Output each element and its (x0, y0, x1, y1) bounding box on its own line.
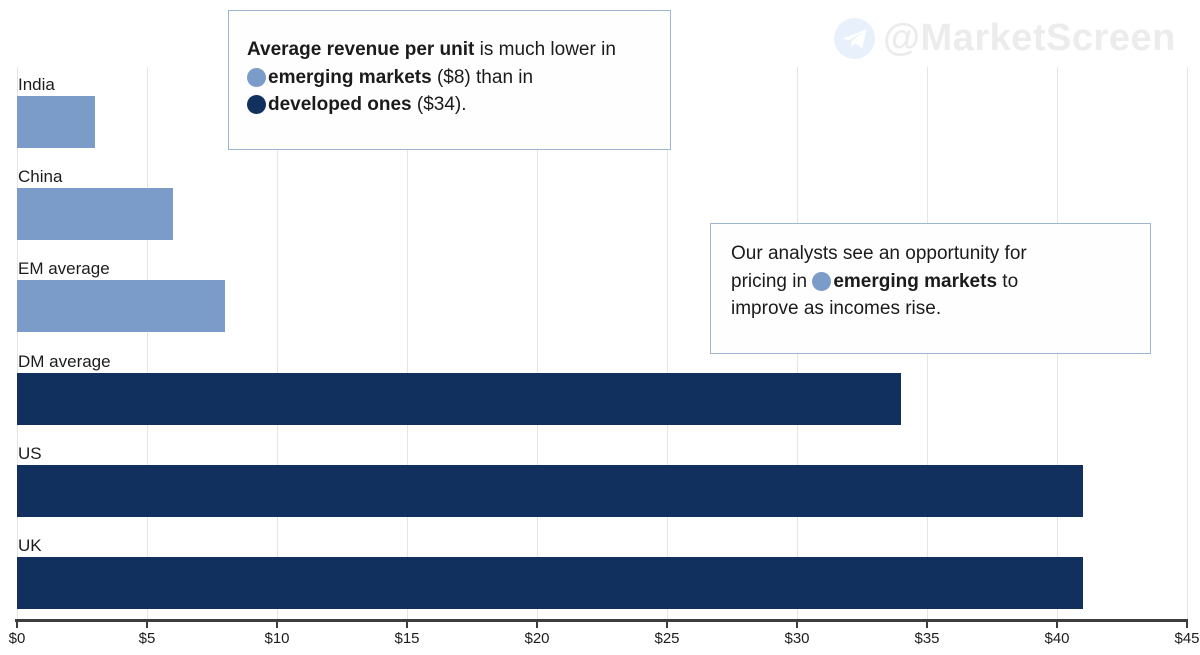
callout-analysts-line-3: improve as incomes rise. (731, 295, 1130, 323)
tick-label--20: $20 (524, 630, 550, 647)
emerging-legend-dot-icon (812, 271, 832, 291)
bar-em-average (17, 280, 225, 332)
gridline--45 (1187, 67, 1188, 619)
tick-label--30: $30 (784, 630, 810, 647)
bar-china (17, 188, 173, 240)
tick-label--0: $0 (8, 630, 26, 647)
gridline--10 (277, 67, 278, 619)
callout-text: Average revenue per unit (247, 39, 475, 60)
tick-label--35: $35 (914, 630, 940, 647)
callout-text: is much lower in (474, 39, 616, 60)
callout-text: Our analysts see an opportunity for (731, 243, 1027, 264)
callout-analysts-line-2: pricing in emerging markets to (731, 268, 1130, 296)
bar-dm-average (17, 373, 901, 425)
callout-text: improve as incomes rise. (731, 298, 942, 319)
tick-label--10: $10 (264, 630, 290, 647)
tick--5 (146, 621, 148, 628)
developed-legend-dot-icon (247, 95, 266, 114)
callout-text: pricing in (731, 270, 813, 292)
callout-revenue-line-3: developed ones ($34). (247, 91, 652, 119)
bar-india (17, 96, 95, 148)
tick-label--45: $45 (1174, 630, 1200, 647)
gridline--25 (667, 67, 668, 619)
callout-analysts-box: Our analysts see an opportunity for prici… (710, 223, 1151, 354)
bar-uk (17, 557, 1083, 609)
tick--15 (406, 621, 408, 628)
watermark: @MarketScreen (834, 16, 1176, 60)
tick-label--25: $25 (654, 630, 680, 647)
callout-analysts-line-1: Our analysts see an opportunity for (731, 240, 1130, 268)
gridline--20 (537, 67, 538, 619)
tick-label--40: $40 (1044, 630, 1070, 647)
tick--20 (536, 621, 538, 628)
callout-text: emerging markets (833, 270, 998, 292)
callout-revenue-line-1: Average revenue per unit is much lower i… (247, 36, 652, 64)
bar-label-china: China (18, 167, 63, 186)
tick--35 (926, 621, 928, 628)
tick--45 (1186, 621, 1188, 628)
callout-text: developed ones (268, 94, 412, 115)
tick-label--5: $5 (138, 630, 156, 647)
gridline--0 (17, 67, 18, 619)
bar-label-dm-average: DM average (18, 352, 111, 371)
emerging-legend-dot-icon (247, 67, 266, 87)
bar-us (17, 465, 1083, 517)
tick--0 (16, 621, 18, 628)
callout-text: to (997, 270, 1019, 292)
tick--10 (276, 621, 278, 628)
callout-revenue-box: Average revenue per unit is much lower i… (228, 10, 671, 150)
x-axis-line (15, 619, 1188, 622)
gridline--5 (147, 67, 148, 619)
tick--25 (666, 621, 668, 628)
tick--40 (1056, 621, 1058, 628)
callout-text: ($34). (411, 94, 467, 115)
bar-label-uk: UK (18, 536, 42, 555)
gridline--15 (407, 67, 408, 619)
callout-text: ($8) than in (431, 66, 534, 88)
bar-label-india: India (18, 75, 55, 94)
tick-label--15: $15 (394, 630, 420, 647)
callout-revenue-line-2: emerging markets ($8) than in (247, 64, 652, 92)
bar-label-em-average: EM average (18, 259, 110, 278)
watermark-handle: @MarketScreen (883, 16, 1176, 59)
callout-text: emerging markets (268, 66, 432, 88)
telegram-icon (834, 17, 875, 59)
bar-label-us: US (18, 444, 42, 463)
tick--30 (796, 621, 798, 628)
